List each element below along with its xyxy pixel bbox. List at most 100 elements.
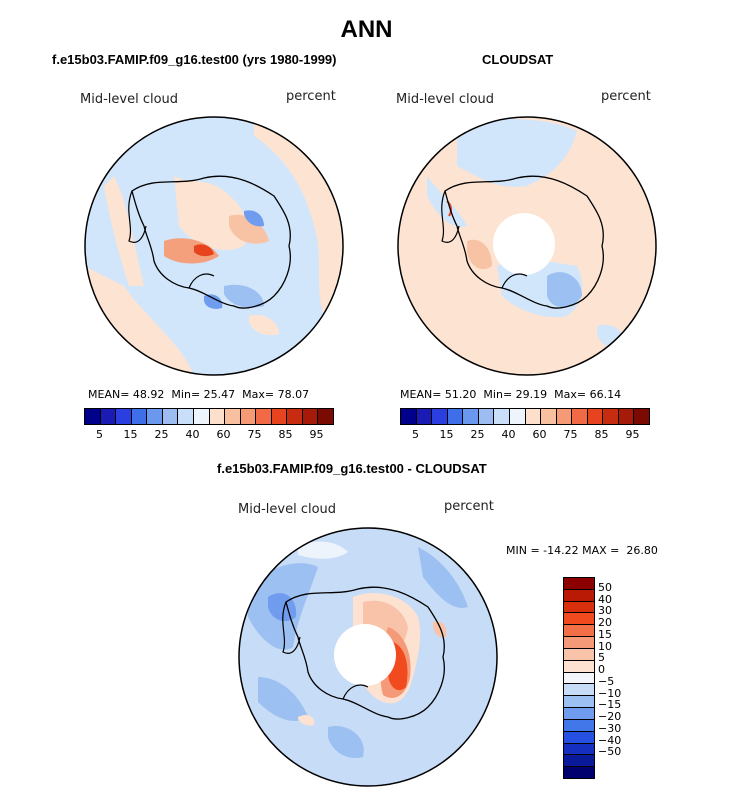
colorbar-swatch [618,409,635,424]
colorbar-swatch [564,625,594,638]
colorbar-swatch [564,589,594,602]
colorbar-tick-label: 5 [598,651,605,665]
colorbar-tick-label: 75 [563,428,578,441]
panel3-colorbar-ticks: 50 40 30 20 15 10 5 0 −5 −10 −15 −20 −30 −40 −50 [598,577,638,777]
panel1-mean-label: MEAN= [88,388,130,401]
colorbar-swatch [564,660,594,673]
panel1-max-label: Max= [242,388,275,401]
colorbar-tick-label: 95 [625,428,640,441]
colorbar-swatch [131,409,148,424]
panel1-map [84,116,344,376]
colorbar-swatch [100,409,117,424]
colorbar-swatch [256,409,272,424]
colorbar-swatch [603,409,619,424]
colorbar-swatch [564,767,594,779]
colorbar-tick-label: −50 [598,745,622,759]
panel2-colorbar [400,408,650,425]
colorbar-tick-label: 40 [598,592,612,606]
colorbar-swatch [564,613,594,626]
colorbar-swatch [564,672,594,685]
panel2-units-label: percent [601,89,651,104]
colorbar-tick-label: 25 [154,428,169,441]
colorbar-swatch [85,409,101,424]
colorbar-tick-label: 15 [598,627,612,641]
colorbar-tick-label: 30 [598,604,612,618]
colorbar-swatch [564,684,594,697]
panel1-title: f.e15b03.FAMIP.f09_g16.test00 (yrs 1980-… [52,52,337,67]
panel2-mean-label: MEAN= [400,388,442,401]
colorbar-swatch [271,409,288,424]
colorbar-tick-label: 50 [598,580,612,594]
panel3-minmax: MIN = -14.22 MAX = 26.80 [506,544,658,557]
panel1-units-label: percent [286,89,336,104]
colorbar-swatch [564,637,594,649]
panel1-stats: MEAN= 48.92 Min= 25.47 Max= 78.07 [88,388,309,401]
panel2-min-label: Min= [483,388,513,401]
colorbar-swatch [432,409,448,424]
panel3-units-label: percent [444,499,494,514]
colorbar-swatch [302,409,319,424]
colorbar-swatch [147,409,163,424]
colorbar-tick-label: 5 [412,428,419,441]
colorbar-swatch [564,708,594,720]
colorbar-swatch [318,409,333,424]
panel2-field-label: Mid-level cloud [396,92,495,107]
panel3-map [238,527,498,787]
colorbar-swatch [509,409,526,424]
colorbar-tick-label: 40 [501,428,516,441]
colorbar-swatch [564,601,594,614]
colorbar-swatch [463,409,479,424]
colorbar-tick-label: 85 [278,428,293,441]
panel2-title: CLOUDSAT [482,52,554,67]
colorbar-swatch [225,409,241,424]
colorbar-tick-label: −15 [598,698,622,712]
colorbar-swatch [564,743,594,756]
colorbar-swatch [564,719,594,732]
colorbar-swatch [525,409,542,424]
colorbar-tick-label: 5 [96,428,103,441]
colorbar-swatch [478,409,495,424]
panel2-min-value: 29.19 [515,388,548,401]
panel2-mean-value: 51.20 [444,388,477,401]
panel3-field-label: Mid-level cloud [238,502,337,517]
colorbar-tick-label: −20 [598,710,622,724]
colorbar-tick-label: 15 [439,428,454,441]
panel1-mean-value: 48.92 [132,388,165,401]
colorbar-swatch [564,731,594,744]
colorbar-tick-label: −5 [598,674,615,688]
colorbar-swatch [564,648,594,661]
panel2-max-value: 66.14 [589,388,622,401]
colorbar-tick-label: 10 [598,639,612,653]
colorbar-swatch [494,409,510,424]
colorbar-tick-label: 20 [598,616,612,630]
colorbar-tick-label: 95 [309,428,324,441]
colorbar-swatch [209,409,226,424]
colorbar-tick-label: 15 [123,428,138,441]
panel3-colorbar [563,577,595,779]
colorbar-tick-label: 40 [185,428,200,441]
colorbar-swatch [287,409,303,424]
panel1-min-label: Min= [171,388,201,401]
colorbar-tick-label: 0 [598,663,605,677]
colorbar-swatch [587,409,604,424]
colorbar-tick-label: −10 [598,686,622,700]
colorbar-tick-label: 85 [594,428,609,441]
colorbar-tick-label: −40 [598,733,622,747]
panel1-colorbar [84,408,334,425]
colorbar-swatch [116,409,132,424]
colorbar-tick-label: 60 [216,428,231,441]
panel1-min-value: 25.47 [203,388,236,401]
panel3-title: f.e15b03.FAMIP.f09_g16.test00 - CLOUDSAT [217,461,487,476]
colorbar-swatch [564,755,594,768]
panel2-map [397,116,657,376]
colorbar-tick-label: 25 [470,428,485,441]
colorbar-swatch [193,409,210,424]
panel2-max-label: Max= [554,388,587,401]
colorbar-tick-label: 60 [532,428,547,441]
colorbar-swatch [634,409,649,424]
panel1-colorbar-ticks: 5 15 25 40 60 75 85 95 [84,428,332,442]
colorbar-tick-label: 75 [247,428,262,441]
colorbar-swatch [447,409,464,424]
panel1-field-label: Mid-level cloud [80,92,179,107]
panel1-max-value: 78.07 [277,388,310,401]
